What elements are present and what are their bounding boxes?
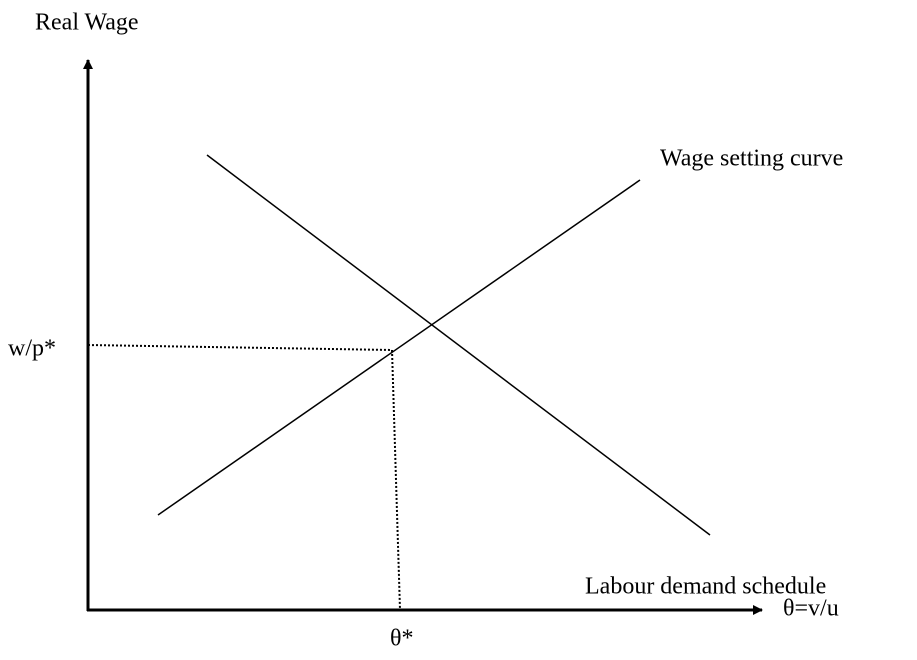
curve-label: Labour demand schedule [585, 574, 826, 600]
equilibrium-wage-guide [87, 344, 393, 351]
labour-demand-curve [206, 154, 711, 536]
curve-label: Wage setting curve [660, 146, 843, 172]
equilibrium-wage-label: w/p* [8, 336, 56, 362]
y-axis-label: Real Wage [35, 10, 139, 36]
wage-setting-curve [157, 179, 641, 516]
x-axis-label: θ=v/u [783, 596, 839, 622]
equilibrium-theta-label: θ* [390, 626, 414, 652]
equilibrium-theta-guide [391, 349, 401, 611]
